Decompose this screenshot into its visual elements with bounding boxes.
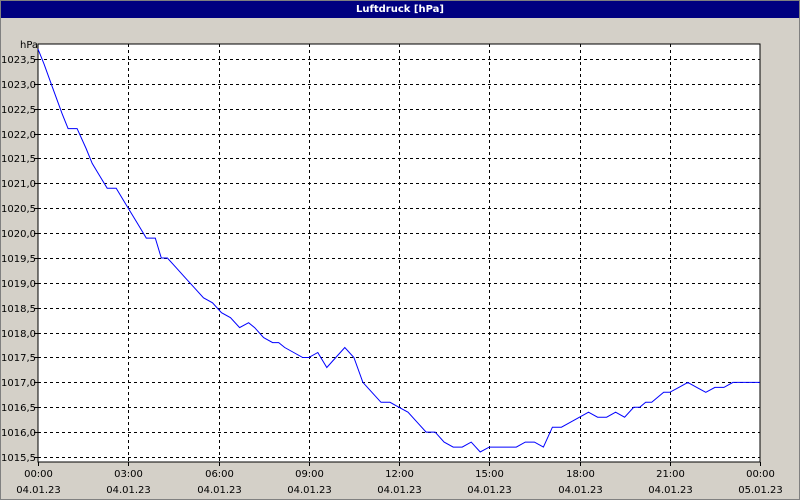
x-axis: 00:00 04.01.23 03:00 04.01.23 06:00 04.01.23 0… [16, 462, 783, 496]
x-tick-date: 04.01.23 [648, 485, 693, 496]
y-tick-label: 1018,5 [1, 304, 36, 315]
y-tick-label: 1017,5 [1, 353, 36, 364]
x-tick-time: 03:00 [114, 469, 143, 480]
y-tick-label: 1023,0 [1, 80, 36, 91]
x-tick-time: 12:00 [385, 469, 414, 480]
x-tick-date: 05.01.23 [738, 485, 783, 496]
pressure-series-line [37, 48, 760, 453]
y-tick-label: 1020,0 [1, 229, 36, 240]
y-tick-label: 1019,5 [1, 254, 36, 265]
y-tick-label: 1022,0 [1, 130, 36, 141]
y-tick-label: 1021,0 [1, 179, 36, 190]
x-tick-date: 04.01.23 [377, 485, 422, 496]
y-unit-label: hPa [20, 40, 38, 51]
x-tick-time: 21:00 [656, 469, 685, 480]
x-tick-time: 00:00 [24, 469, 53, 480]
window-title: Luftdruck [hPa] [1, 1, 799, 18]
y-tick-label: 1020,5 [1, 204, 36, 215]
y-tick-label: 1016,0 [1, 428, 36, 439]
x-tick-date: 04.01.23 [558, 485, 603, 496]
y-tick-label: 1023,5 [1, 55, 36, 66]
y-axis: 1015,5 1016,0 1016,5 1017,0 1017,5 1018,0 1018… [1, 55, 38, 464]
y-tick-label: 1017,0 [1, 378, 36, 389]
x-tick-date: 04.01.23 [16, 485, 61, 496]
x-tick-date: 04.01.23 [197, 485, 242, 496]
x-tick-date: 04.01.23 [287, 485, 332, 496]
x-tick-time: 00:00 [746, 469, 775, 480]
y-tick-label: 1021,5 [1, 154, 36, 165]
y-tick-label: 1018,0 [1, 329, 36, 340]
x-tick-time: 06:00 [205, 469, 234, 480]
x-tick-time: 15:00 [475, 469, 504, 480]
y-tick-label: 1019,0 [1, 279, 36, 290]
x-tick-date: 04.01.23 [467, 485, 512, 496]
x-tick-date: 04.01.23 [106, 485, 151, 496]
x-tick-time: 18:00 [566, 469, 595, 480]
y-tick-label: 1016,5 [1, 403, 36, 414]
y-tick-label: 1022,5 [1, 105, 36, 116]
y-tick-label: 1015,5 [1, 453, 36, 464]
x-tick-time: 09:00 [295, 469, 324, 480]
